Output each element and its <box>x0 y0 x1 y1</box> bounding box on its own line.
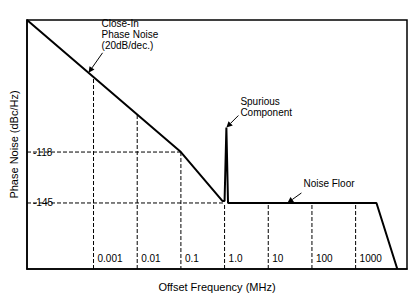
svg-text:0.001: 0.001 <box>98 253 123 264</box>
svg-text:Close-In: Close-In <box>102 18 139 29</box>
svg-text:1.0: 1.0 <box>229 253 243 264</box>
svg-text:(20dB/dec.): (20dB/dec.) <box>102 40 154 51</box>
svg-text:Offset Frequency (MHz): Offset Frequency (MHz) <box>158 281 275 293</box>
svg-text:100: 100 <box>316 253 333 264</box>
svg-text:Phase Noise: Phase Noise <box>102 29 159 40</box>
svg-text:1000: 1000 <box>360 253 383 264</box>
svg-text:Component: Component <box>240 107 292 118</box>
svg-text:Noise Floor: Noise Floor <box>303 178 355 189</box>
svg-text:0.1: 0.1 <box>185 253 199 264</box>
svg-text:10: 10 <box>272 253 284 264</box>
svg-text:-118: -118 <box>33 146 53 158</box>
svg-text:Spurious: Spurious <box>240 96 279 107</box>
svg-text:Phase Noise (dBc/Hz): Phase Noise (dBc/Hz) <box>8 90 20 198</box>
svg-text:-145: -145 <box>33 197 53 209</box>
svg-text:0.01: 0.01 <box>141 253 161 264</box>
